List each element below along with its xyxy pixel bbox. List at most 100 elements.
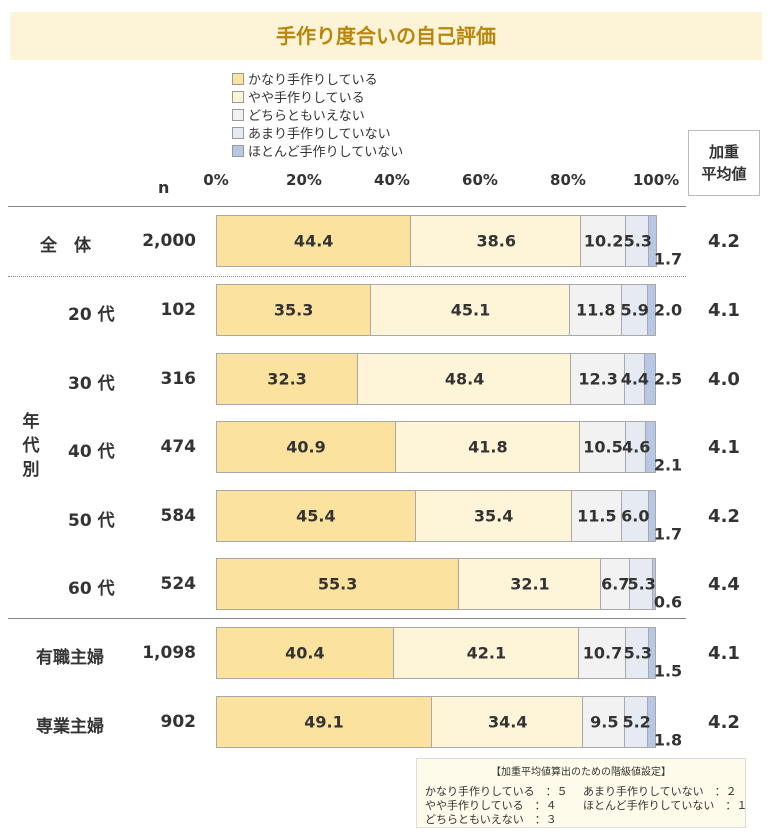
avg-60s: 4.4: [708, 574, 740, 595]
bar-60s: 55.3 32.1 6.7 5.3 0.6: [216, 558, 682, 612]
bar-value-label-4: 4.4: [620, 369, 650, 389]
bar-segment-5: [648, 696, 656, 748]
avg-40s: 4.1: [708, 437, 740, 458]
bar-value-label-1: 45.4: [296, 506, 336, 526]
bar-segment-4: [626, 421, 647, 473]
age-group-label: 年代別: [22, 412, 40, 480]
avg-housewife: 4.2: [708, 712, 740, 733]
legend-item-1: かなり手作りしている: [232, 72, 403, 90]
bar-value-label-4: 5.2: [622, 712, 651, 732]
note-item-1: ほとんど手作りしていない ：１: [583, 799, 748, 812]
note-title: 【加重平均値算出のための階級値設定】: [491, 767, 671, 778]
bar-segment-5: [644, 353, 656, 405]
bar-value-label-5: 1.7: [653, 524, 683, 544]
avg-total: 4.2: [708, 231, 740, 252]
bar-segment-3: [600, 558, 631, 610]
bar-segment-1: [216, 215, 412, 267]
bar-value-label-3: 10.7: [582, 643, 623, 663]
bar-segment-1: [216, 696, 433, 748]
bar-segment-5: [649, 627, 656, 679]
bar-value-label-2: 35.4: [473, 506, 514, 526]
bar-50s: 45.4 35.4 11.5 6.0 1.7: [216, 490, 682, 544]
bar-segment-3: [571, 353, 626, 405]
bar-value-label-3: 9.5: [590, 712, 619, 732]
bar-segment-1: [216, 558, 460, 610]
row-label-50s: 50 代: [68, 511, 115, 531]
bar-value-label-1: 40.4: [285, 643, 325, 663]
legend: かなり手作りしている やや手作りしている どちらともいえない あまり手作りしてい…: [232, 72, 403, 162]
weighted-average-header: 加重 平均値: [688, 130, 760, 196]
legend-label-3: どちらともいえない: [248, 109, 365, 124]
row-label-housewife: 専業主婦: [36, 717, 104, 737]
bar-value-label-5: 2.1: [653, 455, 683, 475]
bar-segment-4: [625, 353, 645, 405]
bar-segment-1: [216, 627, 394, 679]
bar-value-label-2: 42.1: [466, 643, 507, 663]
bar-value-label-5: 2.5: [653, 369, 683, 389]
bar-value-label-2: 38.6: [476, 231, 517, 251]
bar-segment-2: [371, 284, 570, 336]
bar-segment-5: [647, 284, 657, 336]
bar-value-label-3: 11.8: [575, 300, 616, 320]
row-n-20s: 102: [160, 300, 197, 320]
row-n-40s: 474: [160, 437, 197, 457]
row-label-working: 有職主婦: [36, 648, 104, 668]
x-tick-100: 100%: [632, 171, 680, 189]
bar-segment-1: [216, 490, 416, 542]
bar-20s: 35.3 45.1 11.8 5.9 2.0: [216, 284, 682, 336]
bar-segment-2: [395, 421, 580, 473]
legend-swatch-4: [232, 127, 244, 139]
legend-label-5: ほとんど手作りしていない: [248, 145, 404, 160]
x-tick-40: 40%: [374, 171, 410, 189]
bar-value-label-2: 34.4: [487, 712, 528, 732]
bar-segment-2: [415, 490, 572, 542]
bar-segment-4: [626, 627, 650, 679]
bar-value-label-4: 5.3: [623, 231, 652, 251]
bar-value-label-4: 5.3: [627, 574, 656, 594]
x-tick-80: 80%: [550, 171, 586, 189]
bar-segment-3: [569, 284, 622, 336]
bar-value-label-2: 45.1: [450, 300, 491, 320]
bar-segment-2: [358, 353, 572, 405]
bar-segment-3: [571, 490, 623, 542]
bar-value-label-5: 1.7: [653, 249, 683, 269]
weighted-header-line2: 平均値: [701, 165, 747, 183]
bar-value-label-4: 4.6: [622, 437, 651, 457]
bar-value-label-1: 35.3: [273, 300, 314, 320]
bar-segment-1: [216, 353, 359, 405]
bar-value-label-2: 32.1: [510, 574, 550, 594]
x-tick-0: 0%: [203, 171, 229, 189]
note-item-4: やや手作りしている ：４: [425, 799, 557, 812]
bar-segment-1: [216, 284, 372, 336]
note-item-5: かなり手作りしている ：５: [425, 785, 568, 798]
row-n-60s: 524: [160, 574, 197, 594]
bar-30s: 32.3 48.4 12.3 4.4 2.5: [216, 353, 682, 405]
bar-value-label-5: 1.5: [653, 661, 683, 681]
legend-swatch-1: [232, 73, 244, 85]
row-label-60s: 60 代: [68, 579, 115, 599]
x-tick-20: 20%: [286, 171, 322, 189]
bar-segment-5: [653, 558, 656, 610]
total-divider: [8, 276, 686, 277]
row-n-housewife: 902: [160, 712, 197, 732]
note-item-2: あまり手作りしていない ：２: [583, 785, 737, 798]
bar-value-label-4: 6.0: [621, 506, 650, 526]
bar-value-label-1: 44.4: [293, 231, 334, 251]
legend-item-5: ほとんど手作りしていない: [232, 144, 403, 162]
bar-segment-4: [626, 215, 650, 267]
avg-50s: 4.2: [708, 506, 740, 527]
weighted-header-line1: 加重: [708, 143, 739, 161]
row-label-total: 全 体: [40, 236, 91, 256]
bar-value-label-3: 11.5: [577, 506, 617, 526]
legend-swatch-3: [232, 109, 244, 121]
bar-value-label-3: 12.3: [578, 369, 618, 389]
bar-value-label-3: 10.2: [583, 231, 624, 251]
bar-segment-5: [649, 215, 657, 267]
bar-value-label-5: 2.0: [653, 300, 683, 320]
bar-segment-2: [459, 558, 601, 610]
legend-label-4: あまり手作りしていない: [248, 127, 391, 142]
bar-segment-5: [648, 490, 656, 542]
title-band: [10, 12, 762, 60]
note-item-3: どちらともいえない ：３: [425, 813, 557, 826]
bar-value-label-3: 10.5: [583, 437, 623, 457]
